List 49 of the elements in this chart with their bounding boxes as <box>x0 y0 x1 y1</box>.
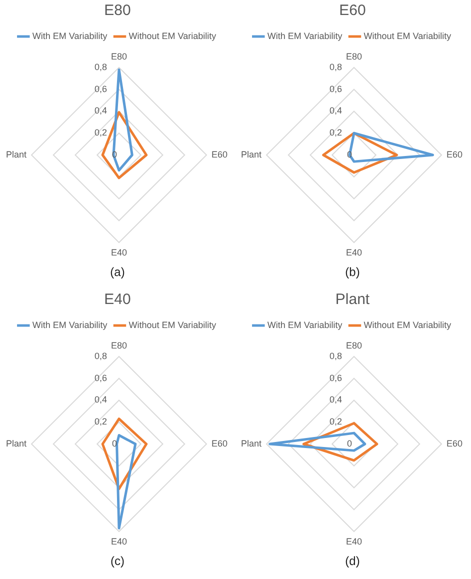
spoke-label: E60 <box>211 149 228 160</box>
y-tick-label: 0,4 <box>329 106 342 116</box>
y-tick-label: 0 <box>346 438 352 448</box>
y-tick-label: 0,6 <box>329 372 342 383</box>
y-tick-label: 0,8 <box>94 351 107 361</box>
spoke-label: E60 <box>211 438 228 448</box>
spoke-label: E80 <box>346 340 362 351</box>
y-tick-label: 0,6 <box>94 372 107 383</box>
legend-label: With EM Variability <box>267 30 343 41</box>
spoke-label: E40 <box>110 247 128 258</box>
legend-label: Without EM Variability <box>364 320 452 330</box>
y-tick-label: 0,8 <box>94 62 107 72</box>
chart-title: E80 <box>104 2 131 20</box>
y-tick-label: 0,2 <box>94 416 107 427</box>
y-tick-label: 0,8 <box>329 351 342 361</box>
y-tick-label: 0,2 <box>329 416 342 427</box>
spoke-label: Plant <box>241 149 262 160</box>
legend-label: Without EM Variability <box>128 30 217 41</box>
y-tick-label: 0,4 <box>94 394 107 405</box>
legend-label: With EM Variability <box>32 30 108 41</box>
spoke-label: E40 <box>346 536 362 546</box>
spoke-label: E40 <box>110 536 128 546</box>
y-tick-label: 0,2 <box>329 128 342 138</box>
spoke-label: E60 <box>446 438 462 448</box>
text: (a) <box>109 265 126 281</box>
chart-title: Plant <box>335 291 370 308</box>
spoke-label: E80 <box>346 52 362 62</box>
y-tick-label: 0,4 <box>329 394 342 405</box>
y-tick-label: 0,8 <box>329 62 342 72</box>
y-tick-label: 0,6 <box>94 84 107 94</box>
legend-label: Without EM Variability <box>128 320 217 330</box>
spoke-label: E80 <box>110 52 128 62</box>
legend-label: With EM Variability <box>267 320 343 330</box>
chart-title: E40 <box>104 291 131 308</box>
text: (c) <box>110 554 126 570</box>
chart-title: E60 <box>339 2 366 20</box>
legend-label: With EM Variability <box>32 320 108 330</box>
text: (b) <box>344 265 361 281</box>
legend-label: Without EM Variability <box>364 30 452 41</box>
spoke-label: E80 <box>110 340 128 351</box>
y-tick-label: 0,6 <box>329 84 342 94</box>
y-tick-label: 0,4 <box>94 106 107 116</box>
spoke-label: E60 <box>446 149 462 160</box>
spoke-label: E40 <box>346 247 362 258</box>
spoke-label: Plant <box>241 438 262 448</box>
text: (d) <box>344 554 361 570</box>
y-tick-label: 0,2 <box>94 128 107 138</box>
spoke-label: Plant <box>6 438 28 448</box>
spoke-label: Plant <box>6 149 28 160</box>
